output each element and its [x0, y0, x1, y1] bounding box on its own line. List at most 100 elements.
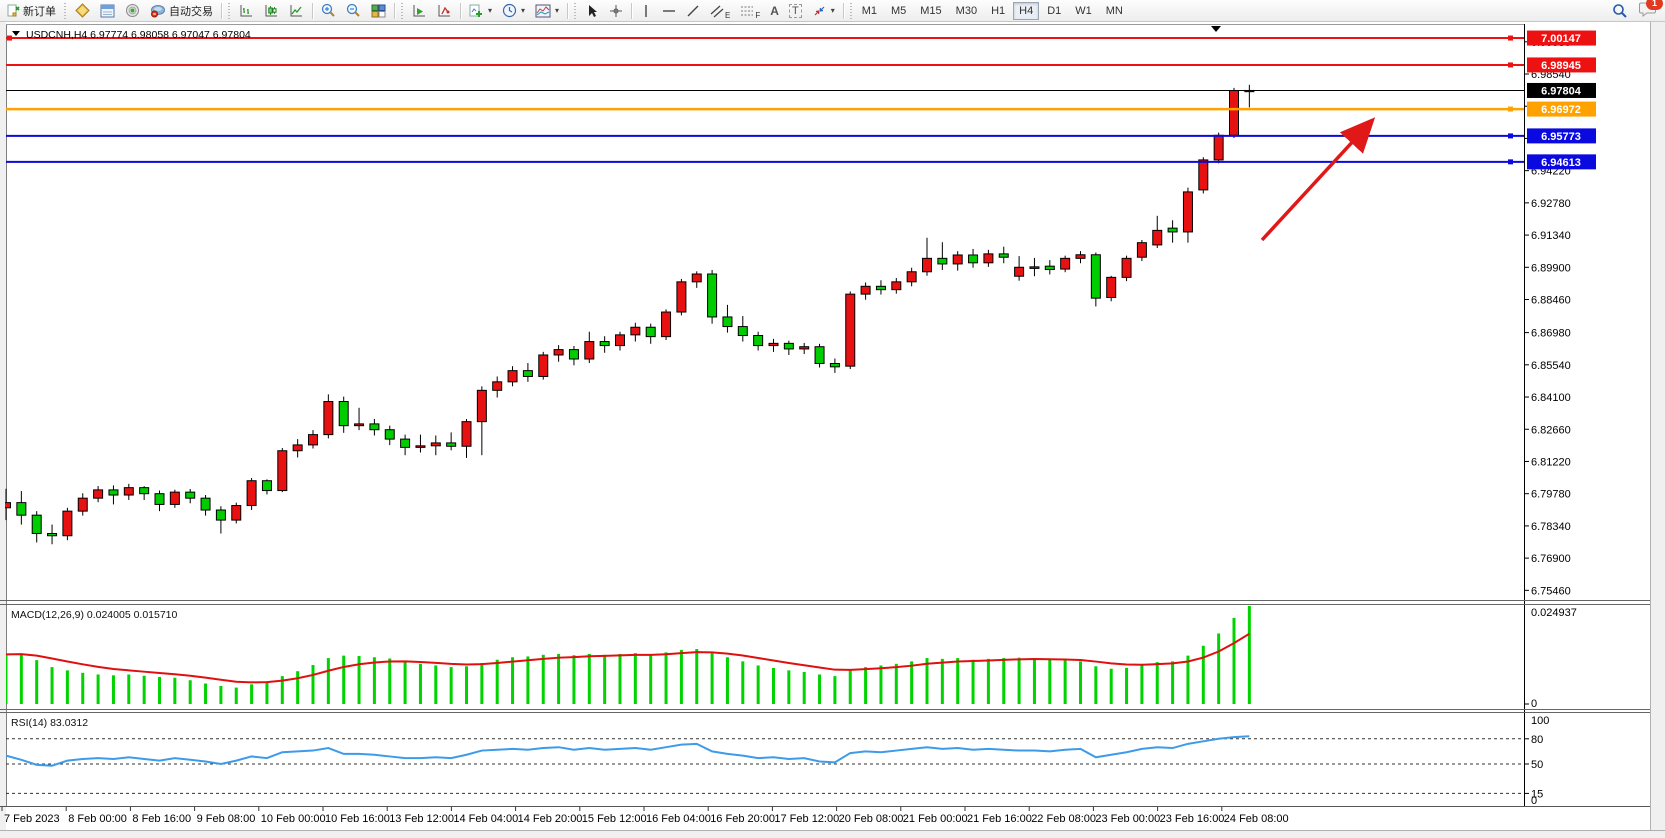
- market-watch-button[interactable]: [70, 1, 95, 21]
- candle: [1182, 191, 1193, 233]
- macd-bar: [142, 675, 146, 704]
- zoom-out-button[interactable]: [341, 1, 366, 21]
- macd-bar: [403, 660, 407, 704]
- timeframe-button-h1[interactable]: H1: [985, 2, 1011, 20]
- window-frame: [0, 22, 1665, 838]
- candle: [215, 509, 226, 521]
- period-button[interactable]: ▾: [497, 1, 530, 21]
- text-tool-button[interactable]: A: [765, 1, 784, 21]
- rsi-label: RSI(14) 83.0312: [11, 717, 88, 729]
- new-order-button[interactable]: 新订单: [2, 1, 61, 21]
- templates-button[interactable]: ▾: [530, 1, 564, 21]
- timeframe-button-m15[interactable]: M15: [914, 2, 947, 20]
- macd-bar: [434, 665, 438, 704]
- time-tick-label: 21 Feb 16:00: [967, 813, 1032, 825]
- candle: [998, 253, 1009, 258]
- line-chart-mode-button[interactable]: [284, 1, 309, 21]
- time-tick-label: 14 Feb 20:00: [518, 813, 583, 825]
- rsi-scale-15: 15: [1531, 788, 1543, 800]
- fibonacci-tool-button[interactable]: F: [735, 1, 765, 21]
- candle: [891, 281, 902, 291]
- macd-bar: [572, 655, 576, 704]
- candle-chart-mode-button[interactable]: [259, 1, 284, 21]
- trend-arrow-annotation[interactable]: [1260, 117, 1376, 242]
- macd-bar: [50, 667, 54, 704]
- candle: [1136, 242, 1147, 258]
- time-axis[interactable]: 7 Feb 2023 8 Feb 00:00 8 Feb 16:00 9 Feb 08…: [1, 807, 1289, 825]
- candle: [415, 445, 426, 448]
- rsi-pane: [5, 735, 1524, 794]
- candle: [875, 285, 886, 291]
- candle: [630, 326, 641, 336]
- candle: [430, 442, 441, 447]
- tile-windows-button[interactable]: [366, 1, 391, 21]
- macd-bar: [1171, 661, 1175, 704]
- macd-bar: [372, 657, 376, 704]
- line-handle[interactable]: [1508, 106, 1513, 112]
- zoom-out-icon: [346, 3, 360, 17]
- dropdown-caret-icon: ▾: [555, 6, 560, 15]
- cursor-tool-button[interactable]: [580, 1, 604, 21]
- macd-pane: [6, 606, 1251, 704]
- timeframe-button-m30[interactable]: M30: [950, 2, 983, 20]
- search-button[interactable]: [1607, 1, 1633, 21]
- price-tick-label: 6.75460: [1531, 585, 1571, 597]
- line-handle[interactable]: [1508, 133, 1513, 139]
- time-tick-label: 16 Feb 04:00: [646, 813, 711, 825]
- candle: [829, 362, 840, 368]
- chat-button[interactable]: 1: [1639, 0, 1663, 20]
- bar-chart-mode-button[interactable]: [234, 1, 259, 21]
- candlestick-series: [5, 84, 1255, 545]
- candle: [277, 450, 288, 492]
- macd-bar: [833, 676, 837, 704]
- timeframe-button-mn[interactable]: MN: [1100, 2, 1129, 20]
- macd-bar: [802, 672, 806, 704]
- autotrading-button[interactable]: 自动交易: [145, 1, 218, 21]
- tester-stop-button[interactable]: [432, 1, 457, 21]
- new-chart-button[interactable]: ▾: [464, 1, 497, 21]
- strategy-tester-button[interactable]: [407, 1, 432, 21]
- data-window-button[interactable]: [95, 1, 120, 21]
- candle: [369, 423, 380, 431]
- arrows-tool-button[interactable]: ▾: [807, 1, 840, 21]
- candle: [338, 401, 349, 427]
- time-tick-label: 14 Feb 04:00: [453, 813, 518, 825]
- crosshair-tool-button[interactable]: [604, 1, 628, 21]
- symbol-dropdown-icon[interactable]: [12, 31, 20, 36]
- horizontal-line-icon: [663, 9, 676, 12]
- new-order-label: 新订单: [23, 5, 56, 18]
- horizontal-line-tool-button[interactable]: [657, 1, 681, 21]
- macd-bar: [96, 674, 100, 704]
- line-handle[interactable]: [7, 35, 12, 41]
- timeframe-button-w1[interactable]: W1: [1069, 2, 1098, 20]
- candle: [860, 285, 871, 295]
- price-level-lines: [6, 35, 1524, 165]
- timeframe-button-m1[interactable]: M1: [856, 2, 883, 20]
- timeframe-button-d1[interactable]: D1: [1041, 2, 1067, 20]
- macd-bar: [480, 663, 484, 704]
- macd-bar: [894, 663, 898, 704]
- line-handle[interactable]: [1508, 35, 1513, 41]
- trendline-tool-button[interactable]: [681, 1, 705, 21]
- timeframe-button-m5[interactable]: M5: [885, 2, 912, 20]
- candle: [1044, 265, 1055, 271]
- navigator-button[interactable]: [120, 1, 145, 21]
- time-tick-label: 8 Feb 00:00: [68, 813, 127, 825]
- price-axis[interactable]: 6.999806.985406.971006.956606.942206.927…: [1524, 37, 1571, 598]
- text-tool-icon: A: [770, 3, 779, 18]
- zoom-in-button[interactable]: [316, 1, 341, 21]
- macd-bar: [326, 658, 330, 704]
- candle: [507, 370, 518, 383]
- price-tick-label: 6.84100: [1531, 392, 1571, 404]
- channel-tool-button[interactable]: E: [705, 1, 735, 21]
- timeframe-button-h4[interactable]: H4: [1013, 1, 1040, 20]
- macd-bar: [664, 652, 668, 704]
- search-icon: [1613, 3, 1627, 18]
- line-handle[interactable]: [1508, 159, 1513, 165]
- text-label-tool-button[interactable]: T: [784, 1, 807, 21]
- vertical-line-tool-button[interactable]: [635, 1, 657, 21]
- candle: [1229, 90, 1239, 136]
- macd-bar: [1140, 665, 1144, 704]
- line-handle[interactable]: [1508, 62, 1513, 68]
